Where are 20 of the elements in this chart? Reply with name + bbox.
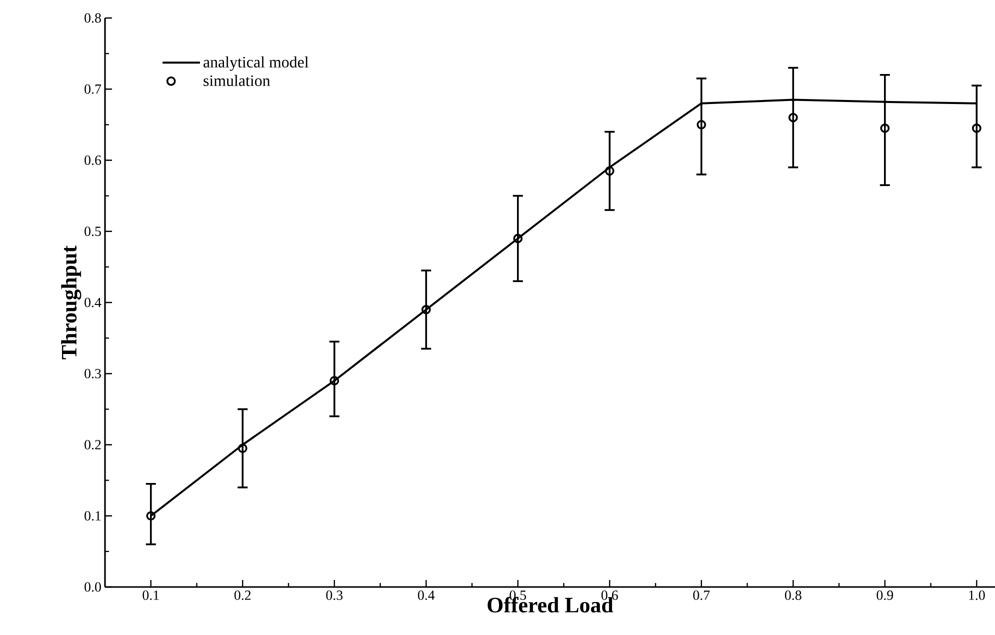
y-tick-label: 0.6 — [84, 156, 102, 165]
x-tick-label: 0.8 — [784, 590, 802, 600]
y-tick-label: 0.1 — [84, 511, 101, 521]
y-tick-label: 0.7 — [84, 84, 102, 94]
x-tick-label: 1.0 — [969, 590, 985, 600]
x-tick-label: 0.1 — [142, 590, 159, 600]
y-tick-label: 0.2 — [84, 440, 101, 450]
y-tick-label: 0.0 — [84, 582, 101, 592]
y-tick-label: 0.3 — [84, 368, 101, 378]
y-tick-label: 0.5 — [84, 226, 101, 236]
x-tick-label: 0.4 — [418, 590, 435, 600]
legend-label: analytical model — [204, 56, 308, 71]
x-tick-label: 0.2 — [234, 590, 251, 600]
x-tick-label: 0.3 — [326, 590, 343, 600]
y-tick-label: 0.8 — [84, 13, 101, 23]
y-tick-label: 0.4 — [84, 298, 102, 308]
y-axis-title: Throughput — [61, 246, 82, 360]
x-tick-label: 0.7 — [693, 590, 710, 600]
legend-label: simulation — [204, 74, 270, 86]
x-tick-label: 0.9 — [876, 590, 894, 600]
